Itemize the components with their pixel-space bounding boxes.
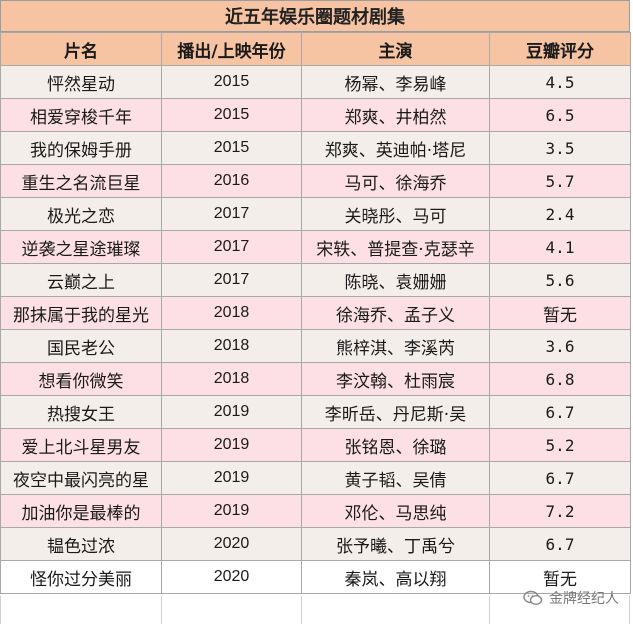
cell-cast: 黄子韬、吴倩 [301, 461, 490, 495]
cell-cast: 张予曦、丁禹兮 [301, 527, 490, 561]
table-row: 我的保姆手册 2015 郑爽、英迪帕·塔尼 3.5 [0, 131, 631, 165]
cell-score: 2.4 [489, 197, 631, 231]
header-score: 豆瓣评分 [489, 32, 631, 66]
wechat-icon [523, 590, 543, 606]
cell-year: 2015 [161, 98, 302, 132]
cell-name: 极光之恋 [0, 197, 162, 231]
cell-score: 暂无 [489, 560, 631, 594]
cell-score: 6.7 [489, 461, 631, 495]
cell-year: 2019 [161, 461, 302, 495]
table-row: 加油你是最棒的 2019 邓伦、马思纯 7.2 [0, 494, 631, 528]
header-cast: 主演 [301, 32, 490, 66]
cell-year: 2015 [161, 65, 302, 99]
cell-year: 2015 [161, 131, 302, 165]
cell-name: 热搜女王 [0, 395, 162, 429]
table-row: 那抹属于我的星光 2018 徐海乔、孟子义 暂无 [0, 296, 631, 330]
cell-cast: 杨幂、李易峰 [301, 65, 490, 99]
cell-name: 逆袭之星途璀璨 [0, 230, 162, 264]
cell-cast: 郑爽、井柏然 [301, 98, 490, 132]
table-row: 想看你微笑 2018 李汶翰、杜雨宸 6.8 [0, 362, 631, 396]
cell-cast: 邓伦、马思纯 [301, 494, 490, 528]
table-row: 国民老公 2018 熊梓淇、李溪芮 3.6 [0, 329, 631, 363]
cell-name: 爱上北斗星男友 [0, 428, 162, 462]
cell-name: 相爱穿梭千年 [0, 98, 162, 132]
cell-cast: 张铭恩、徐璐 [301, 428, 490, 462]
cell-year: 2020 [161, 560, 302, 594]
cell-name: 国民老公 [0, 329, 162, 363]
cell-score: 3.6 [489, 329, 631, 363]
cell-year: 2017 [161, 197, 302, 231]
cell-score: 5.6 [489, 263, 631, 297]
empty-row [0, 596, 630, 624]
cell-name: 韫色过浓 [0, 527, 162, 561]
table-row: 云巅之上 2017 陈晓、袁姗姗 5.6 [0, 263, 631, 297]
cell-score: 3.5 [489, 131, 631, 165]
cell-cast: 郑爽、英迪帕·塔尼 [301, 131, 490, 165]
cell-name: 怦然星动 [0, 65, 162, 99]
cell-score: 7.2 [489, 494, 631, 528]
cell-name: 夜空中最闪亮的星 [0, 461, 162, 495]
cell-year: 2019 [161, 428, 302, 462]
cell-cast: 李昕岳、丹尼斯·吴 [301, 395, 490, 429]
table-row: 爱上北斗星男友 2019 张铭恩、徐璐 5.2 [0, 428, 631, 462]
table-row: 热搜女王 2019 李昕岳、丹尼斯·吴 6.7 [0, 395, 631, 429]
cell-score: 6.8 [489, 362, 631, 396]
header-row: 片名 播出/上映年份 主演 豆瓣评分 [0, 32, 631, 66]
cell-name: 那抹属于我的星光 [0, 296, 162, 330]
cell-score: 6.5 [489, 98, 631, 132]
header-year: 播出/上映年份 [161, 32, 302, 66]
cell-cast: 马可、徐海乔 [301, 164, 490, 198]
cell-score: 5.2 [489, 428, 631, 462]
cell-name: 云巅之上 [0, 263, 162, 297]
cell-score: 6.7 [489, 395, 631, 429]
cell-cast: 李汶翰、杜雨宸 [301, 362, 490, 396]
table-row: 极光之恋 2017 关晓彤、马可 2.4 [0, 197, 631, 231]
table-row: 怦然星动 2015 杨幂、李易峰 4.5 [0, 65, 631, 99]
cell-cast: 秦岚、高以翔 [301, 560, 490, 594]
table-row: 重生之名流巨星 2016 马可、徐海乔 5.7 [0, 164, 631, 198]
cell-cast: 徐海乔、孟子义 [301, 296, 490, 330]
cell-score: 4.1 [489, 230, 631, 264]
cell-year: 2019 [161, 494, 302, 528]
cell-cast: 关晓彤、马可 [301, 197, 490, 231]
cell-score: 4.5 [489, 65, 631, 99]
cell-cast: 宋轶、普提查·克瑟辛 [301, 230, 490, 264]
cell-name: 想看你微笑 [0, 362, 162, 396]
cell-year: 2018 [161, 329, 302, 363]
cell-score: 5.7 [489, 164, 631, 198]
cell-year: 2019 [161, 395, 302, 429]
table-title: 近五年娱乐圈题材剧集 [0, 0, 630, 32]
cell-year: 2020 [161, 527, 302, 561]
cell-year: 2017 [161, 230, 302, 264]
table-row: 夜空中最闪亮的星 2019 黄子韬、吴倩 6.7 [0, 461, 631, 495]
cell-name: 重生之名流巨星 [0, 164, 162, 198]
cell-year: 2018 [161, 362, 302, 396]
cell-name: 我的保姆手册 [0, 131, 162, 165]
table-row: 韫色过浓 2020 张予曦、丁禹兮 6.7 [0, 527, 631, 561]
watermark-text: 金牌经纪人 [549, 591, 619, 607]
cell-year: 2016 [161, 164, 302, 198]
watermark: 金牌经纪人 [523, 588, 619, 608]
cell-cast: 陈晓、袁姗姗 [301, 263, 490, 297]
table-row: 相爱穿梭千年 2015 郑爽、井柏然 6.5 [0, 98, 631, 132]
cell-score: 暂无 [489, 296, 631, 330]
cell-name: 怪你过分美丽 [0, 560, 162, 594]
cell-score: 6.7 [489, 527, 631, 561]
cell-cast: 熊梓淇、李溪芮 [301, 329, 490, 363]
table-body: 怦然星动 2015 杨幂、李易峰 4.5 相爱穿梭千年 2015 郑爽、井柏然 6.5 我的保姆… [0, 65, 631, 594]
header-name: 片名 [0, 32, 162, 66]
cell-year: 2017 [161, 263, 302, 297]
drama-table: 片名 播出/上映年份 主演 豆瓣评分 怦然星动 2015 杨幂、李易峰 4.5 相爱穿梭… [0, 32, 631, 594]
cell-name: 加油你是最棒的 [0, 494, 162, 528]
table-row: 逆袭之星途璀璨 2017 宋轶、普提查·克瑟辛 4.1 [0, 230, 631, 264]
table-row: 怪你过分美丽 2020 秦岚、高以翔 暂无 [0, 560, 631, 594]
cell-year: 2018 [161, 296, 302, 330]
